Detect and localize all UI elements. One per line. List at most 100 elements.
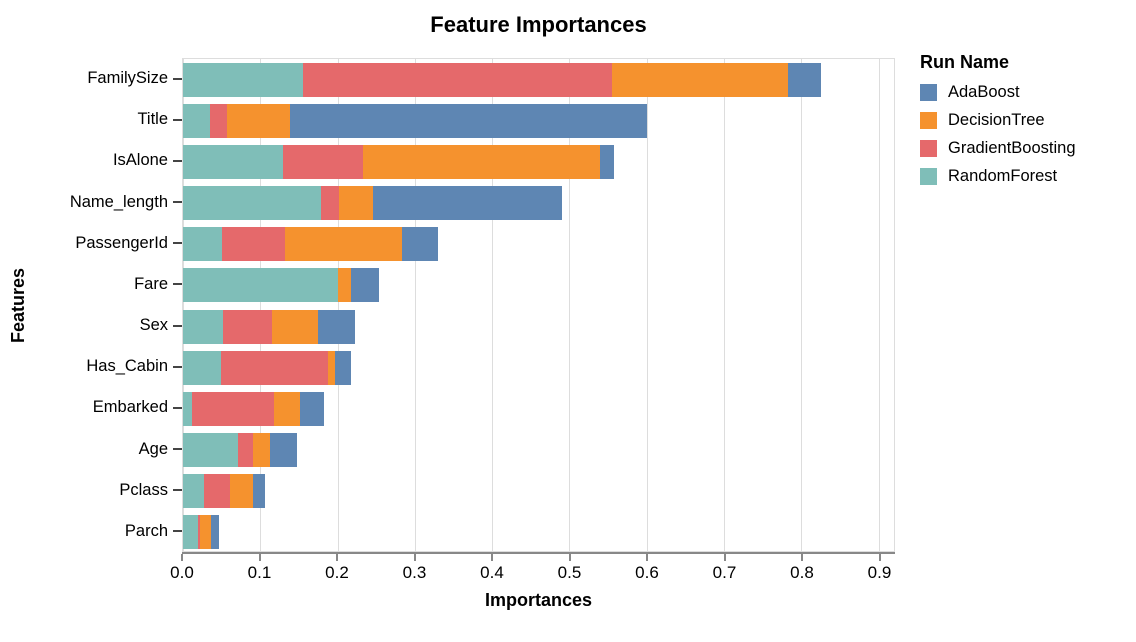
legend-item: AdaBoost	[920, 83, 1076, 102]
bar-segment-decisiontree	[274, 391, 301, 426]
y-tick-mark	[173, 365, 182, 368]
plot-area	[182, 58, 895, 552]
bar-segment-gradientboosting	[283, 144, 364, 179]
bar-segment-gradientboosting	[223, 309, 272, 344]
bar-segment-adaboost	[788, 62, 821, 97]
y-tick-mark	[173, 448, 182, 451]
bar-segment-decisiontree	[328, 350, 336, 385]
y-tick-labels: FamilySize Title IsAlone Name_length Passeng…	[0, 58, 182, 552]
y-tick-label: Embarked	[92, 398, 168, 417]
x-tick-label: 0.3	[402, 563, 427, 582]
y-tick-row: Pclass	[0, 470, 182, 511]
bar-segment-adaboost	[269, 433, 298, 468]
bar-segment-randomforest	[183, 62, 303, 97]
legend-item: RandomForest	[920, 167, 1076, 186]
gridline	[646, 59, 648, 551]
bar-segment-randomforest	[183, 350, 221, 385]
y-tick-label: Title	[137, 110, 168, 129]
y-tick-mark	[173, 530, 182, 533]
y-tick-row: Sex	[0, 305, 182, 346]
y-tick-label: Has_Cabin	[86, 357, 168, 376]
bar-segment-adaboost	[350, 268, 379, 303]
y-tick-row: Embarked	[0, 387, 182, 428]
y-tick-mark	[173, 201, 182, 204]
bar-segment-decisiontree	[339, 186, 374, 221]
bar-segment-decisiontree	[253, 433, 270, 468]
y-tick-row: Has_Cabin	[0, 346, 182, 387]
bar-segment-adaboost	[335, 350, 352, 385]
gridline	[569, 59, 571, 551]
x-tick-label: 0.9	[867, 563, 892, 582]
bar-segment-adaboost	[600, 144, 615, 179]
bar-segment-randomforest	[183, 515, 199, 550]
bar-segment-decisiontree	[230, 474, 254, 509]
bar-segment-decisiontree	[200, 515, 211, 550]
legend-swatch	[920, 84, 937, 101]
legend-items: AdaBoost DecisionTree GradientBoosting Rand…	[920, 83, 1076, 186]
y-tick-row: Age	[0, 429, 182, 470]
bar-segment-randomforest	[183, 186, 321, 221]
bar-segment-decisiontree	[363, 144, 601, 179]
y-tick-row: Fare	[0, 264, 182, 305]
bar-segment-randomforest	[183, 227, 222, 262]
chart-title: Feature Importances	[430, 12, 647, 37]
bar-row	[183, 103, 894, 138]
bar-segment-adaboost	[210, 515, 219, 550]
y-tick-mark	[173, 324, 182, 327]
bar-segment-adaboost	[373, 186, 563, 221]
bar-row	[183, 186, 894, 221]
bar-segment-gradientboosting	[221, 227, 285, 262]
bar-segment-gradientboosting	[320, 186, 340, 221]
legend: Run Name AdaBoost DecisionTree GradientBoo…	[920, 52, 1076, 195]
x-tick-mark	[646, 554, 648, 561]
x-axis-line	[182, 552, 895, 554]
legend-swatch	[920, 112, 937, 129]
bar-row	[183, 391, 894, 426]
y-tick-mark	[173, 406, 182, 409]
y-tick-label: FamilySize	[87, 69, 168, 88]
x-tick-mark	[336, 554, 338, 561]
bar-row	[183, 433, 894, 468]
y-tick-mark	[173, 159, 182, 162]
y-tick-label: Age	[138, 439, 168, 458]
y-tick-mark	[173, 283, 182, 286]
bar-row	[183, 62, 894, 97]
bar-segment-randomforest	[183, 144, 284, 179]
x-tick-mark	[801, 554, 803, 561]
y-tick-mark	[173, 242, 182, 245]
x-tick-label: 0.2	[325, 563, 349, 582]
gridline	[492, 59, 494, 551]
gridline	[337, 59, 339, 551]
y-tick-mark	[173, 118, 182, 121]
legend-label: RandomForest	[948, 167, 1058, 185]
y-tick-row: Name_length	[0, 182, 182, 223]
x-tick-label: 0.0	[170, 563, 194, 582]
bar-segment-gradientboosting	[191, 391, 275, 426]
x-tick-label: 0.1	[247, 563, 272, 582]
bar-segment-adaboost	[289, 103, 647, 138]
bar-segment-randomforest	[183, 103, 211, 138]
bar-segment-gradientboosting	[198, 515, 200, 550]
gridline	[878, 59, 880, 551]
bar-segment-gradientboosting	[203, 474, 231, 509]
x-tick-label: 0.8	[790, 563, 814, 582]
legend-item: DecisionTree	[920, 111, 1076, 130]
x-tick-mark	[413, 554, 416, 561]
bar-segment-adaboost	[300, 391, 325, 426]
y-tick-mark	[173, 77, 182, 80]
bar-segment-gradientboosting	[237, 433, 254, 468]
x-tick-label: 0.7	[712, 563, 737, 582]
y-tick-row: IsAlone	[0, 140, 182, 181]
bar-segment-decisiontree	[271, 309, 319, 344]
bar-row	[183, 474, 894, 509]
bar-segment-randomforest	[183, 268, 338, 303]
bar-segment-gradientboosting	[302, 62, 612, 97]
bar-segment-adaboost	[402, 227, 439, 262]
legend-title: Run Name	[920, 52, 1010, 72]
y-tick-row: Parch	[0, 511, 182, 552]
y-tick-label: Pclass	[119, 480, 168, 499]
x-tick-mark	[568, 554, 571, 561]
bar-row	[183, 309, 894, 344]
y-tick-label: Parch	[124, 521, 168, 540]
